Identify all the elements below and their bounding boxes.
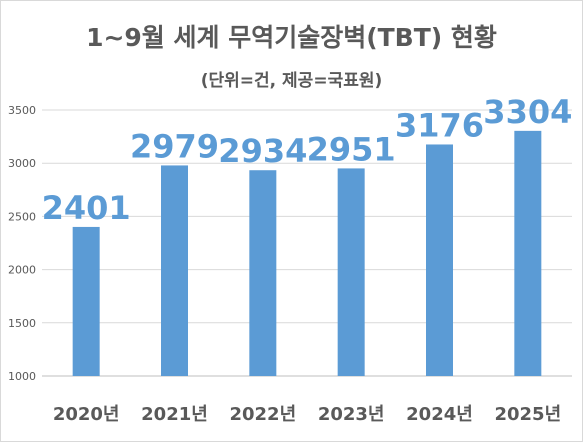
x-category-label: 2024년 [406, 404, 473, 425]
data-label: 2934 [218, 132, 307, 170]
x-category-label: 2025년 [494, 404, 561, 425]
data-label: 2951 [307, 130, 396, 168]
data-label: 2401 [42, 189, 131, 227]
y-axis-ticks: 1000 1500 2000 2500 3000 3500 [8, 104, 36, 383]
x-category-label: 2023년 [318, 404, 385, 425]
y-tick-label: 2000 [8, 264, 36, 277]
data-label: 2979 [130, 127, 219, 165]
x-category-label: 2020년 [53, 404, 120, 425]
chart-subtitle: (단위=건, 제공=국표원) [200, 71, 383, 91]
x-axis-categories: 2020년 2021년 2022년 2023년 2024년 2025년 [53, 404, 561, 425]
bar-2020년 [72, 226, 100, 376]
gridlines [42, 109, 572, 377]
data-label: 3176 [395, 106, 484, 144]
y-tick-label: 1500 [8, 317, 36, 330]
bar-2022년 [249, 170, 277, 376]
bar-2021년 [161, 165, 188, 376]
chart-title: 1~9월 세계 무역기술장벽(TBT) 현황 [86, 23, 497, 52]
bar-2023년 [337, 168, 365, 376]
y-tick-label: 3000 [8, 157, 36, 170]
x-category-label: 2022년 [229, 404, 296, 425]
bar-2025년 [514, 130, 542, 376]
y-tick-label: 2500 [8, 210, 36, 223]
y-tick-label: 1000 [8, 370, 36, 383]
y-tick-label: 3500 [8, 104, 36, 117]
x-category-label: 2021년 [141, 404, 208, 425]
data-label: 3304 [483, 93, 572, 131]
bars [72, 130, 542, 376]
bar-2024년 [426, 144, 453, 376]
